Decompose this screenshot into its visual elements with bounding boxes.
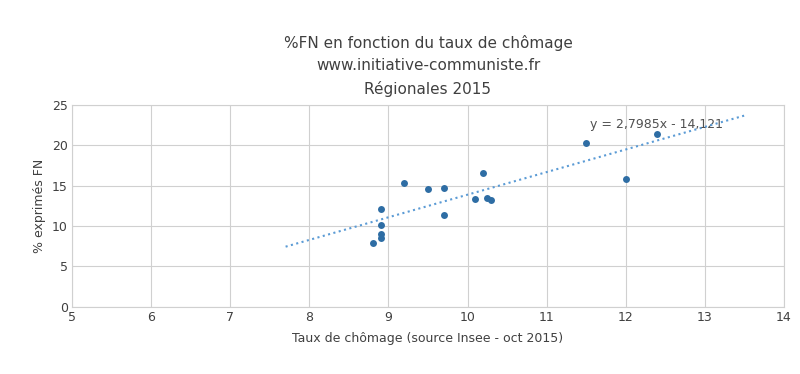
Point (398, 180, 410, 186)
Point (374, 206, 387, 212)
Point (438, 185, 450, 191)
Point (366, 240, 379, 246)
Point (438, 212, 450, 218)
Point (485, 197, 498, 203)
Title: %FN en fonction du taux de chômage
www.initiative-communiste.fr
Régionales 2015: %FN en fonction du taux de chômage www.i… (283, 35, 573, 96)
Point (374, 235, 387, 241)
Text: y = 2,7985x - 14,121: y = 2,7985x - 14,121 (590, 119, 723, 131)
Point (481, 196, 494, 202)
Point (651, 131, 664, 137)
X-axis label: Taux de chômage (source Insee - oct 2015): Taux de chômage (source Insee - oct 2015… (293, 332, 563, 345)
Y-axis label: % exprimés FN: % exprimés FN (34, 159, 46, 253)
Point (477, 171, 490, 177)
Point (619, 176, 632, 182)
Point (422, 186, 434, 192)
Point (374, 222, 387, 228)
Point (469, 196, 482, 202)
Point (580, 140, 593, 146)
Point (374, 231, 387, 237)
